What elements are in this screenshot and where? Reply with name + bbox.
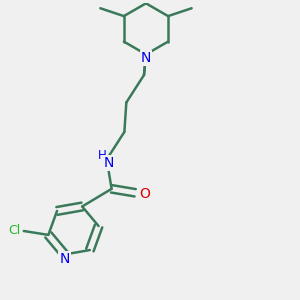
Text: N: N [103,156,114,170]
Text: O: O [140,187,150,201]
Text: Cl: Cl [8,224,20,236]
Text: H: H [98,149,106,162]
Text: N: N [141,51,151,65]
Text: N: N [59,252,70,266]
